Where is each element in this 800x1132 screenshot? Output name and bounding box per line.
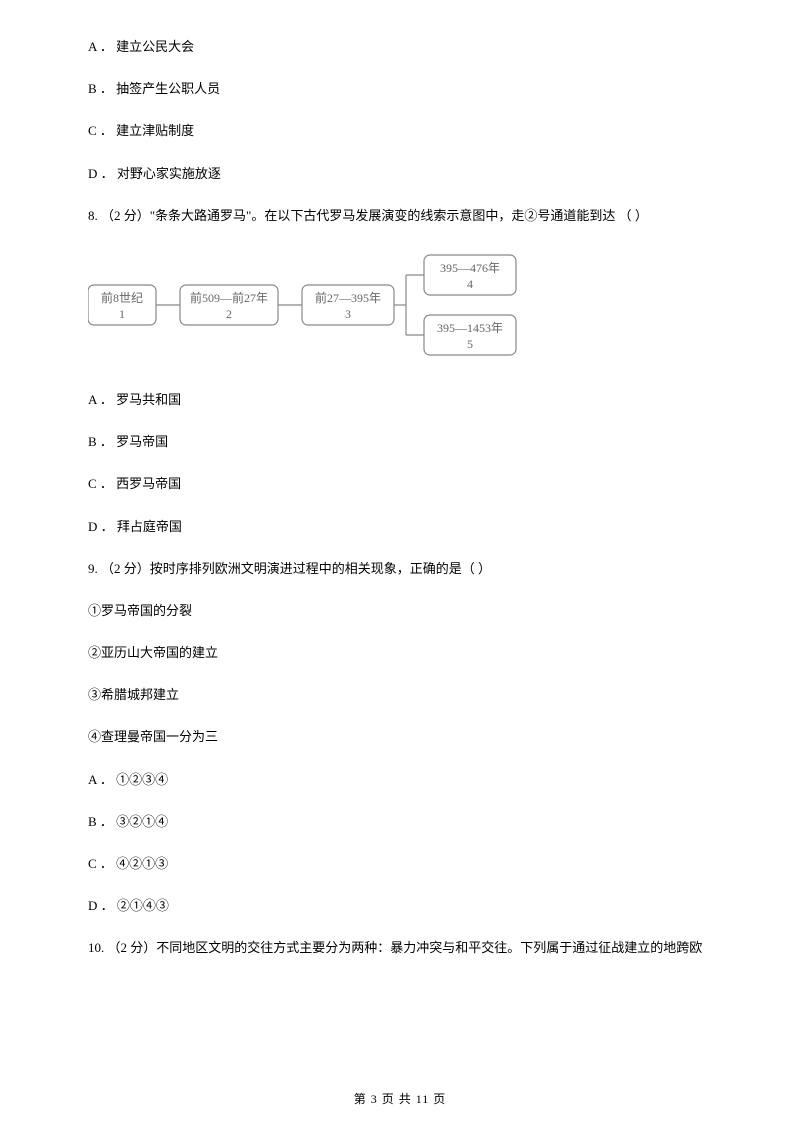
svg-text:前509—前27年: 前509—前27年 [190, 290, 268, 305]
q9-item-1: ①罗马帝国的分裂 [88, 602, 712, 620]
q8-option-c: C ． 西罗马帝国 [88, 475, 712, 493]
q9-option-d: D ． ②①④③ [88, 897, 712, 915]
q7-option-c: C ． 建立津贴制度 [88, 122, 712, 140]
svg-text:5: 5 [467, 337, 473, 351]
svg-text:1: 1 [119, 307, 125, 321]
svg-text:395—476年: 395—476年 [440, 261, 500, 275]
svg-text:2: 2 [226, 307, 232, 321]
svg-text:3: 3 [345, 307, 351, 321]
q7-option-d: D ． 对野心家实施放逐 [88, 165, 712, 183]
q9-option-a: A ． ①②③④ [88, 771, 712, 789]
q7-option-a: A ． 建立公民大会 [88, 38, 712, 56]
q7-option-b: B ． 抽签产生公职人员 [88, 80, 712, 98]
q10-stem: 10. （2 分）不同地区文明的交往方式主要分为两种：暴力冲突与和平交往。下列属… [88, 939, 712, 957]
q8-option-d: D ． 拜占庭帝国 [88, 518, 712, 536]
q9-option-b: B ． ③②①④ [88, 813, 712, 831]
svg-text:4: 4 [467, 277, 473, 291]
page-footer: 第 3 页 共 11 页 [0, 1091, 800, 1108]
q9-item-4: ④查理曼帝国一分为三 [88, 728, 712, 746]
q9-item-2: ②亚历山大帝国的建立 [88, 644, 712, 662]
q8-diagram: 前8世纪 1 前509—前27年 2 前27—395年 3 395—476年 4… [88, 249, 712, 369]
svg-text:395—1453年: 395—1453年 [437, 321, 503, 335]
q8-option-a: A ． 罗马共和国 [88, 391, 712, 409]
q8-stem: 8. （2 分）"条条大路通罗马"。在以下古代罗马发展演变的线索示意图中，走②号… [88, 207, 712, 225]
svg-text:前27—395年: 前27—395年 [315, 290, 381, 305]
svg-text:前8世纪: 前8世纪 [101, 290, 143, 305]
q8-option-b: B ． 罗马帝国 [88, 433, 712, 451]
q9-option-c: C ． ④②①③ [88, 855, 712, 873]
q9-stem: 9. （2 分）按时序排列欧洲文明演进过程中的相关现象，正确的是（ ） [88, 560, 712, 578]
q9-item-3: ③希腊城邦建立 [88, 686, 712, 704]
